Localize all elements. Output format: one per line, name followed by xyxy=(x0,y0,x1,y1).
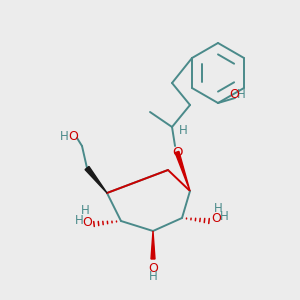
Text: H: H xyxy=(214,202,222,214)
Text: H: H xyxy=(220,211,228,224)
Text: H: H xyxy=(178,124,188,137)
Text: O: O xyxy=(229,88,239,100)
Polygon shape xyxy=(151,231,155,259)
Text: O: O xyxy=(82,215,92,229)
Text: O: O xyxy=(172,146,182,158)
Polygon shape xyxy=(175,152,190,191)
Text: H: H xyxy=(75,214,83,226)
Polygon shape xyxy=(85,167,107,193)
Text: H: H xyxy=(81,205,89,218)
Text: H: H xyxy=(148,271,158,284)
Text: O: O xyxy=(211,212,221,226)
Text: H: H xyxy=(237,88,245,100)
Text: H: H xyxy=(60,130,68,142)
Text: O: O xyxy=(148,262,158,275)
Text: O: O xyxy=(68,130,78,142)
